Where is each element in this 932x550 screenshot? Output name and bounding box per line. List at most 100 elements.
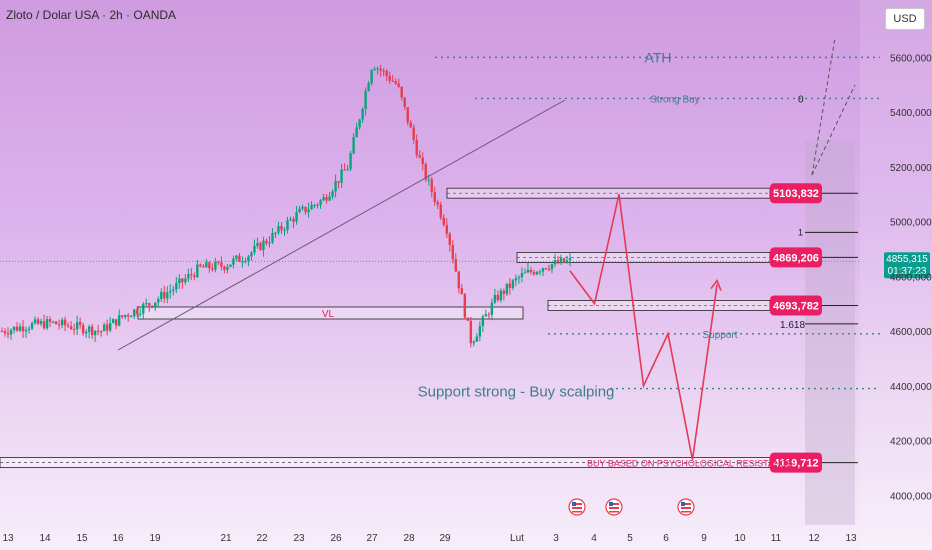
candle-body [514, 278, 518, 281]
y-tick-label: 4000,000 [890, 491, 932, 502]
candle-body [115, 319, 118, 326]
candle-body [433, 192, 436, 203]
candle-body [54, 321, 58, 325]
candle-body [87, 326, 91, 332]
y-tick-label: 4200,000 [890, 437, 932, 448]
candle-body [232, 258, 235, 265]
candle-body [502, 290, 506, 294]
candle-body [118, 315, 121, 326]
candle-body [199, 264, 202, 267]
candle-body [108, 323, 112, 331]
candle-body [274, 232, 277, 234]
x-tick-label: 22 [256, 533, 268, 544]
us-flag-icon[interactable] [568, 498, 586, 516]
candle-body [403, 97, 406, 108]
x-tick-label: 9 [701, 533, 707, 544]
candle-body [358, 119, 361, 128]
x-tick-label: 13 [2, 533, 14, 544]
candle-body [505, 283, 509, 294]
candle-body [556, 260, 560, 264]
candle-body [352, 137, 355, 154]
candle-body [391, 80, 394, 82]
candle-body [301, 206, 304, 209]
candle-body [526, 269, 530, 273]
candle-body [283, 229, 286, 231]
candle-body [105, 324, 109, 331]
candle-body [538, 271, 542, 273]
strong-support-label: Support strong - Buy scalping [418, 384, 615, 401]
candle-body [111, 319, 115, 324]
candle-body [469, 320, 473, 344]
strong-buy-label: Strong Buy [650, 94, 699, 105]
candle-body [0, 331, 4, 333]
x-tick-label: Lut [510, 533, 524, 544]
candle-body [361, 108, 364, 120]
candle-body [487, 314, 491, 316]
candle-body [304, 206, 307, 213]
us-flag-stripe [572, 503, 582, 505]
candle-body [202, 266, 205, 268]
candle-body [259, 242, 262, 251]
candle-body [208, 262, 211, 269]
level-4119-price-tag [770, 452, 822, 473]
last-price-countdown: 01:37:23 [888, 266, 927, 277]
candle-body [424, 163, 427, 180]
level-4869-price-tag-text: 4869,206 [773, 252, 819, 264]
x-tick-label: 13 [845, 533, 857, 544]
candle-body [481, 316, 485, 327]
candle-body [529, 269, 533, 273]
candle-body [307, 209, 310, 213]
candle-body [133, 309, 136, 317]
fib-label-1618: 1.618 [780, 320, 805, 331]
us-flag-icon[interactable] [605, 498, 623, 516]
candle-body [42, 321, 46, 329]
candle-body [217, 261, 220, 263]
candle-body [145, 303, 148, 305]
candle-body [385, 70, 388, 76]
candle-body [21, 326, 25, 332]
candle-body [406, 107, 409, 123]
candle-body [553, 260, 557, 265]
x-tick-label: 11 [771, 533, 782, 544]
x-tick-label: 14 [39, 533, 51, 544]
us-flag-stripe [572, 511, 582, 513]
last-price-value: 4855,315 [886, 254, 928, 265]
candle-body [172, 289, 175, 291]
y-tick-label: 5200,000 [890, 163, 932, 174]
currency-button[interactable]: USD [885, 8, 925, 30]
candle-body [193, 275, 196, 278]
candle-body [343, 169, 346, 171]
us-flag-icon[interactable] [677, 498, 695, 516]
candle-body [154, 302, 157, 307]
us-flag-stripe [681, 503, 691, 505]
candle-body [400, 86, 403, 98]
candle-body [544, 268, 548, 270]
x-tick-label: 16 [112, 533, 124, 544]
candle-body [448, 233, 451, 246]
x-tick-label: 28 [403, 533, 415, 544]
candle-body [262, 240, 265, 251]
level-5103-price-tag-text: 5103,832 [773, 188, 819, 200]
fan-line-2 [811, 84, 856, 176]
fib-label-1: 1 [798, 227, 803, 237]
candle-body [388, 75, 391, 81]
candle-body [90, 326, 94, 336]
projection-arrowhead [710, 278, 722, 291]
candle-body [187, 274, 190, 279]
candle-body [271, 233, 274, 243]
candle-body [511, 280, 515, 288]
x-tick-label: 23 [293, 533, 305, 544]
candle-body [460, 288, 464, 295]
candle-body [63, 319, 67, 326]
candle-body [376, 68, 379, 70]
candle-body [139, 313, 142, 315]
candle-body [415, 139, 418, 156]
candle-body [370, 70, 373, 84]
candle-body [295, 212, 298, 222]
candle-body [235, 255, 238, 259]
candle-body [151, 305, 154, 307]
level-4119-price-tag-text: 4119,712 [773, 458, 818, 470]
candle-body [205, 262, 208, 268]
